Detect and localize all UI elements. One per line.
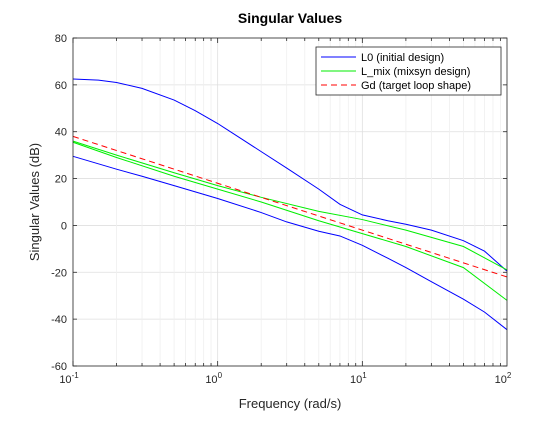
series-line-2 (72, 140, 508, 271)
x-tick-exponent: 2 (507, 371, 512, 380)
x-tick-exponent: 0 (218, 371, 223, 380)
series-line-0 (72, 78, 508, 272)
x-tick-label: 100 (205, 371, 222, 386)
y-axis-label: Singular Values (dB) (27, 143, 42, 261)
x-tick-base: 10 (350, 374, 362, 386)
plot-lines (72, 78, 508, 331)
legend-label: L_mix (mixsyn design) (361, 66, 470, 78)
y-tick-label: 60 (55, 80, 67, 92)
x-tick-base: 10 (59, 374, 71, 386)
chart-title: Singular Values (238, 10, 342, 26)
x-tick-base: 10 (205, 374, 217, 386)
legend-label: L0 (initial design) (361, 52, 444, 64)
axes-box (72, 37, 508, 367)
y-tick-label: 80 (55, 33, 67, 45)
y-tick-label: -20 (51, 267, 67, 279)
y-tick-label: 40 (55, 127, 67, 139)
x-tick-exponent: 1 (362, 371, 367, 380)
y-tick-label: 0 (61, 220, 67, 232)
series-line-1 (72, 155, 508, 331)
y-tick-label: -40 (51, 314, 67, 326)
x-tick-label: 102 (495, 371, 512, 386)
x-tick-label: 10-1 (59, 371, 79, 386)
x-tick-base: 10 (495, 374, 507, 386)
y-tick-label: -60 (51, 361, 67, 373)
legend-label: Gd (target loop shape) (361, 80, 471, 92)
legend[interactable]: L0 (initial design) L_mix (mixsyn design)… (315, 46, 502, 96)
x-tick-exponent: -1 (72, 371, 80, 380)
x-axis-label: Frequency (rad/s) (239, 396, 342, 411)
series-line-4 (72, 135, 508, 278)
series-line-3 (72, 141, 508, 301)
y-tick-label: 20 (55, 174, 67, 186)
x-tick-label: 101 (350, 371, 367, 386)
